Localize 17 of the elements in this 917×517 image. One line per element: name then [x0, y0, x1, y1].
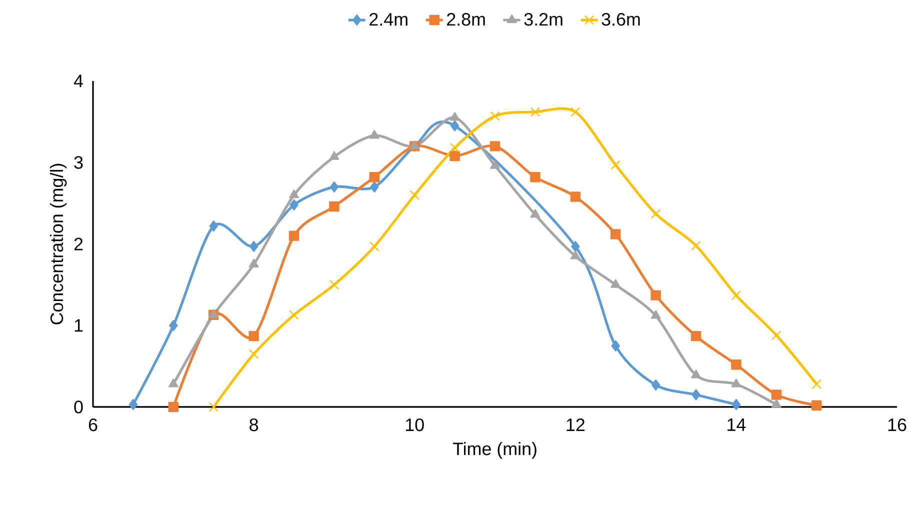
x-axis-title: Time (min) [452, 442, 536, 459]
x-tick-label: 12 [566, 418, 584, 432]
legend-label: 2.4m [370, 13, 408, 26]
y-tick-label: 0 [74, 400, 83, 414]
y-tick-label: 3 [74, 156, 83, 169]
x-tick-label: 16 [888, 418, 906, 432]
y-tick-label: 2 [74, 238, 83, 250]
y-tick-label: 1 [74, 319, 83, 332]
legend-label: 2.8m [447, 13, 485, 26]
x-tick-label: 8 [250, 418, 258, 432]
y-tick-label: 4 [74, 74, 83, 88]
legend-label: 3.2m [524, 13, 562, 26]
x-tick-label: 6 [88, 418, 98, 432]
legend-label: 3.6m [602, 13, 640, 26]
y-axis-title: Concentration (mg/l) [50, 164, 67, 324]
x-tick-label: 14 [728, 418, 746, 431]
x-tick-label: 10 [406, 418, 424, 432]
